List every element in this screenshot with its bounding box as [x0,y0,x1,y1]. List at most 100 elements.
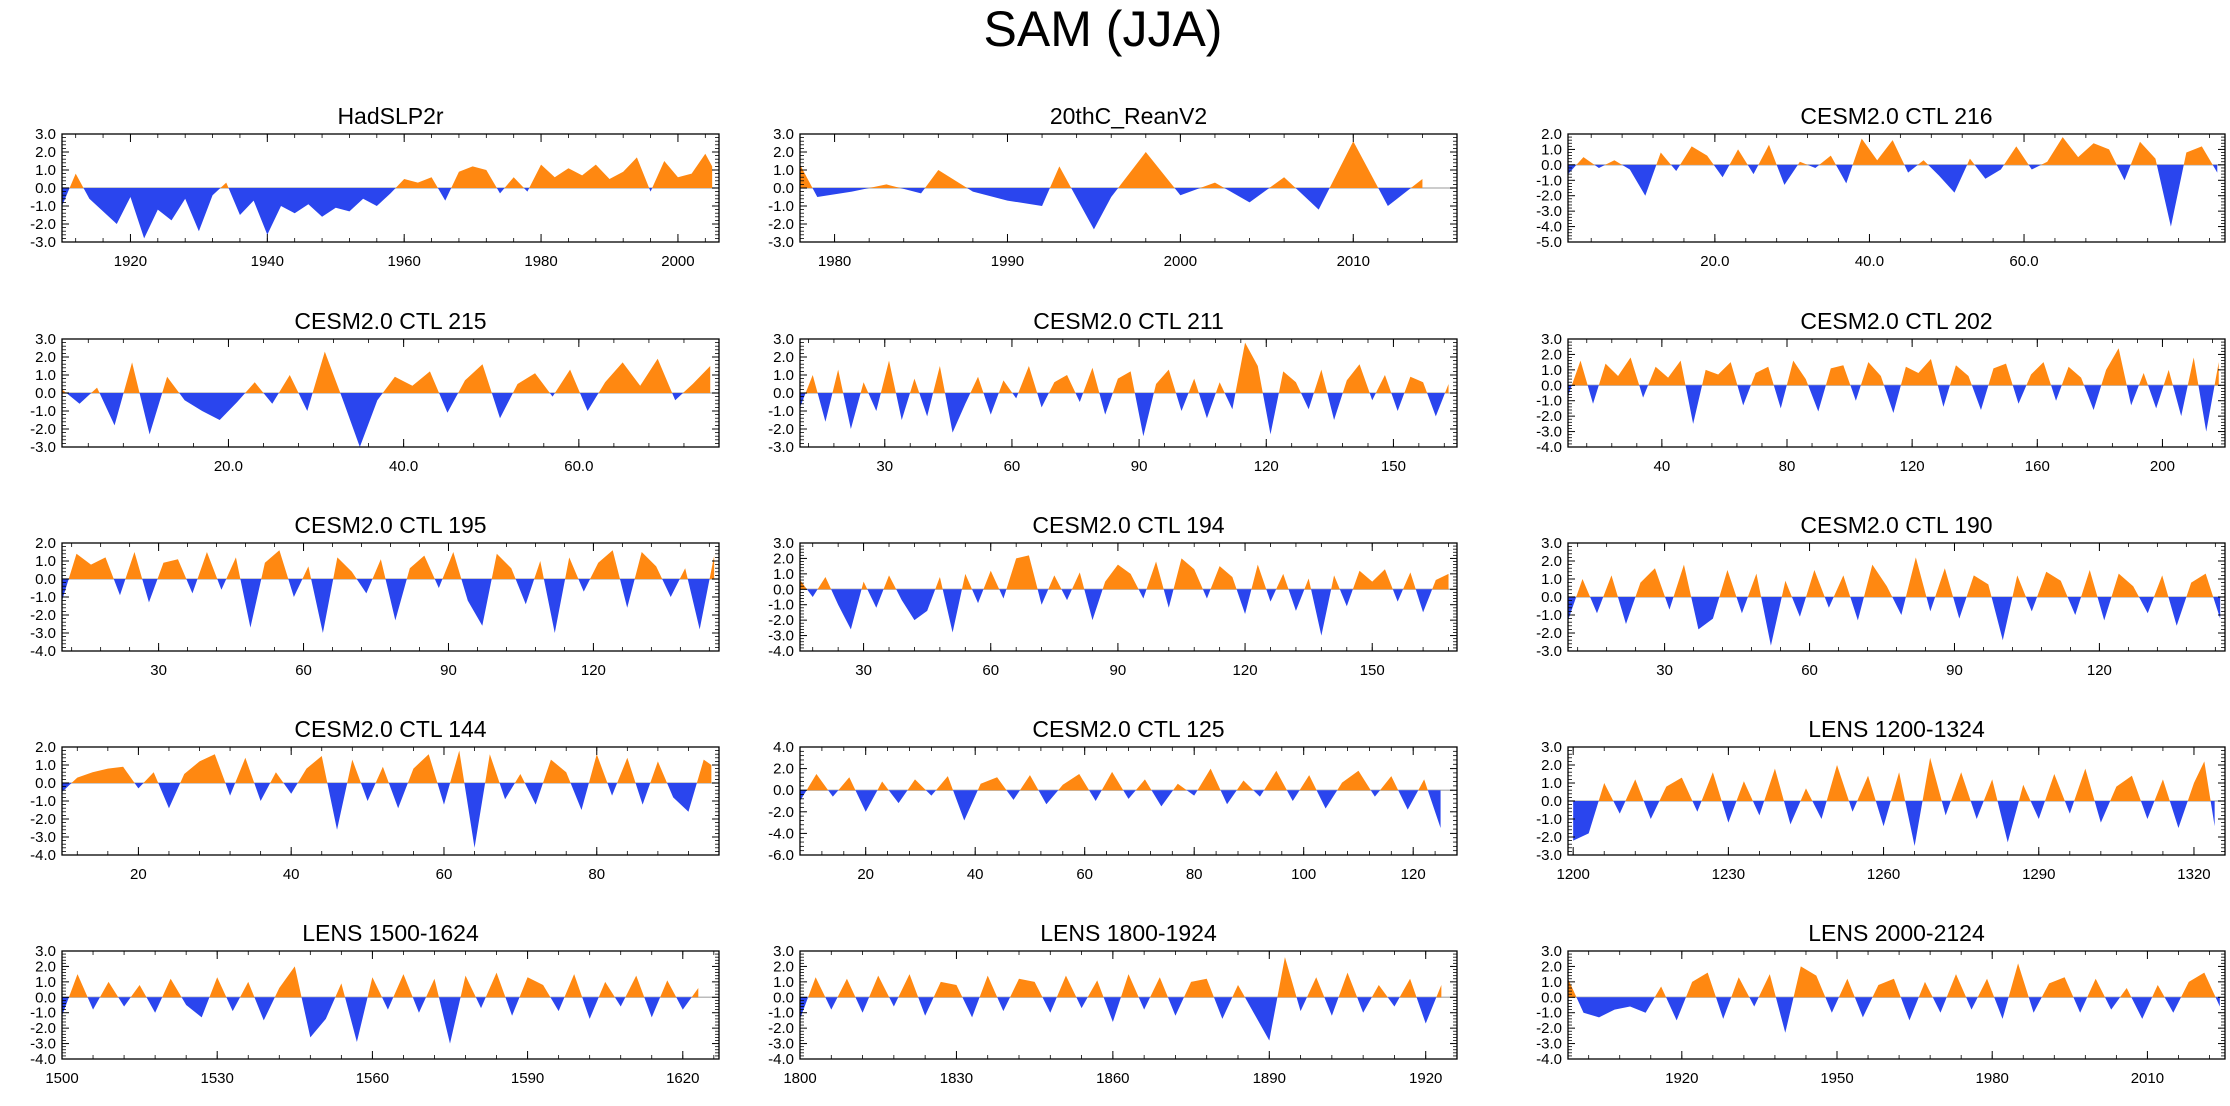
negative-area [800,997,1442,1041]
x-tick-label: 160 [2025,458,2050,475]
y-tick-label: -2.0 [1536,408,1562,425]
y-tick-label: 2.0 [773,349,794,366]
y-tick-label: 2.0 [773,550,794,567]
negative-area [62,997,699,1044]
panel-3: CESM2.0 CTL 216 2.01.00.0-1.0-2.0-3.0-4.0… [1536,103,2226,270]
panel-12: LENS 1200-1324 3.02.01.00.0-1.0-2.0-3.0 12… [1536,716,2226,883]
positive-area [62,750,712,783]
y-tick-label: 0.0 [35,571,56,588]
panel-title: CESM2.0 CTL 194 [1032,512,1224,538]
y-tick-label: 1.0 [35,553,56,570]
x-tick-label: 60 [982,662,999,679]
x-tick-label: 2010 [1337,253,1370,270]
panel-title: CESM2.0 CTL 144 [294,716,486,742]
x-tick-label: 2010 [2131,1070,2164,1087]
positive-area [62,351,711,393]
x-tick-label: 1980 [524,253,557,270]
y-tick-label: -1.0 [1536,172,1562,189]
y-tick-label: -1.0 [1536,1005,1562,1022]
y-tick-label: -2.0 [30,421,56,438]
positive-area [800,768,1441,791]
negative-area [62,579,715,633]
x-tick-label: 1960 [388,253,421,270]
y-tick-label: -3.0 [768,1036,794,1053]
y-tick-label: 1.0 [773,566,794,583]
panel-title: 20thC_ReanV2 [1050,103,1207,129]
y-tick-label: 0.0 [1541,793,1562,810]
y-tick-label: 1.0 [1541,775,1562,792]
x-tick-label: 1560 [356,1070,389,1087]
y-tick-label: 0.0 [773,385,794,402]
x-tick-label: 150 [1360,662,1385,679]
panel-8: CESM2.0 CTL 194 3.02.01.00.0-1.0-2.0-3.0-… [768,512,1458,679]
panel-title: HadSLP2r [337,103,443,129]
y-tick-label: -3.0 [768,628,794,645]
positive-area [1568,963,2220,998]
y-tick-label: -3.0 [1536,424,1562,441]
y-tick-label: -3.0 [1536,643,1562,660]
x-tick-label: 120 [1254,458,1279,475]
x-tick-label: 1890 [1253,1070,1286,1087]
y-tick-label: 1.0 [35,974,56,991]
y-tick-label: -1.0 [1536,393,1562,410]
positive-area [62,153,713,188]
x-tick-label: 2000 [1164,253,1197,270]
y-tick-label: 0.0 [773,581,794,598]
panel-title: CESM2.0 CTL 190 [1800,512,1992,538]
y-tick-label: -4.0 [30,643,56,660]
negative-area [800,589,1449,636]
x-tick-label: 90 [440,662,457,679]
y-tick-label: -2.0 [768,216,794,233]
plot-frame [61,950,720,1060]
negative-area [1568,385,2219,432]
y-tick-label: 0.0 [773,782,794,799]
x-tick-label: 1590 [511,1070,544,1087]
panel-6: CESM2.0 CTL 202 3.02.01.00.0-1.0-2.0-3.0-… [1536,308,2226,475]
y-tick-label: 3.0 [1541,535,1562,552]
panel-title: LENS 1800-1924 [1040,920,1217,946]
positive-area [800,141,1423,188]
x-tick-label: 1800 [783,1070,816,1087]
y-tick-label: -2.0 [30,607,56,624]
negative-area [1568,597,2221,646]
y-tick-label: -3.0 [768,439,794,456]
panel-1: HadSLP2r 3.02.01.00.0-1.0-2.0-3.0 1920 1940… [30,103,720,270]
positive-area [1568,348,2219,386]
y-tick-label: -2.0 [1536,829,1562,846]
x-tick-label: 40 [1654,458,1671,475]
x-tick-label: 1260 [1867,866,1900,883]
y-tick-label: 3.0 [35,331,56,348]
x-tick-label: 1940 [251,253,284,270]
x-tick-label: 20 [857,866,874,883]
y-tick-label: 3.0 [773,331,794,348]
x-tick-label: 40 [283,866,300,883]
x-tick-label: 1980 [1976,1070,2009,1087]
x-tick-label: 1320 [2177,866,2210,883]
negative-area [1568,164,2218,227]
panel-title: LENS 1500-1624 [302,920,479,946]
y-tick-label: 2.0 [35,958,56,975]
y-tick-label: 0.0 [773,180,794,197]
positive-area [1568,557,2221,597]
positive-area [800,342,1449,393]
y-tick-label: -2.0 [1536,1020,1562,1037]
x-tick-label: 40.0 [389,458,418,475]
panel-11: CESM2.0 CTL 125 4.0 2.0 0.0 -2.0 -4.0 -6.0 20 40… [768,716,1458,883]
panel-7: CESM2.0 CTL 195 2.01.00.0-1.0-2.0-3.0-4.0… [30,512,720,679]
y-tick-label: 0.0 [1541,989,1562,1006]
y-tick-label: -2.0 [1536,188,1562,205]
y-tick-label: 2.0 [35,535,56,552]
negative-area [62,783,712,848]
positive-area [62,966,699,998]
x-tick-label: 40 [967,866,984,883]
positive-area [62,550,715,579]
y-tick-label: 3.0 [1541,331,1562,348]
y-tick-label: 2.0 [1541,958,1562,975]
panel-5: CESM2.0 CTL 211 3.02.01.00.0-1.0-2.0-3.0 3… [768,308,1458,475]
y-tick-label: 2.0 [35,349,56,366]
y-tick-label: 3.0 [773,943,794,960]
panel-title: LENS 1200-1324 [1808,716,1985,742]
x-tick-label: 60 [436,866,453,883]
x-tick-label: 40.0 [1855,253,1884,270]
y-tick-label: 2.0 [1541,346,1562,363]
